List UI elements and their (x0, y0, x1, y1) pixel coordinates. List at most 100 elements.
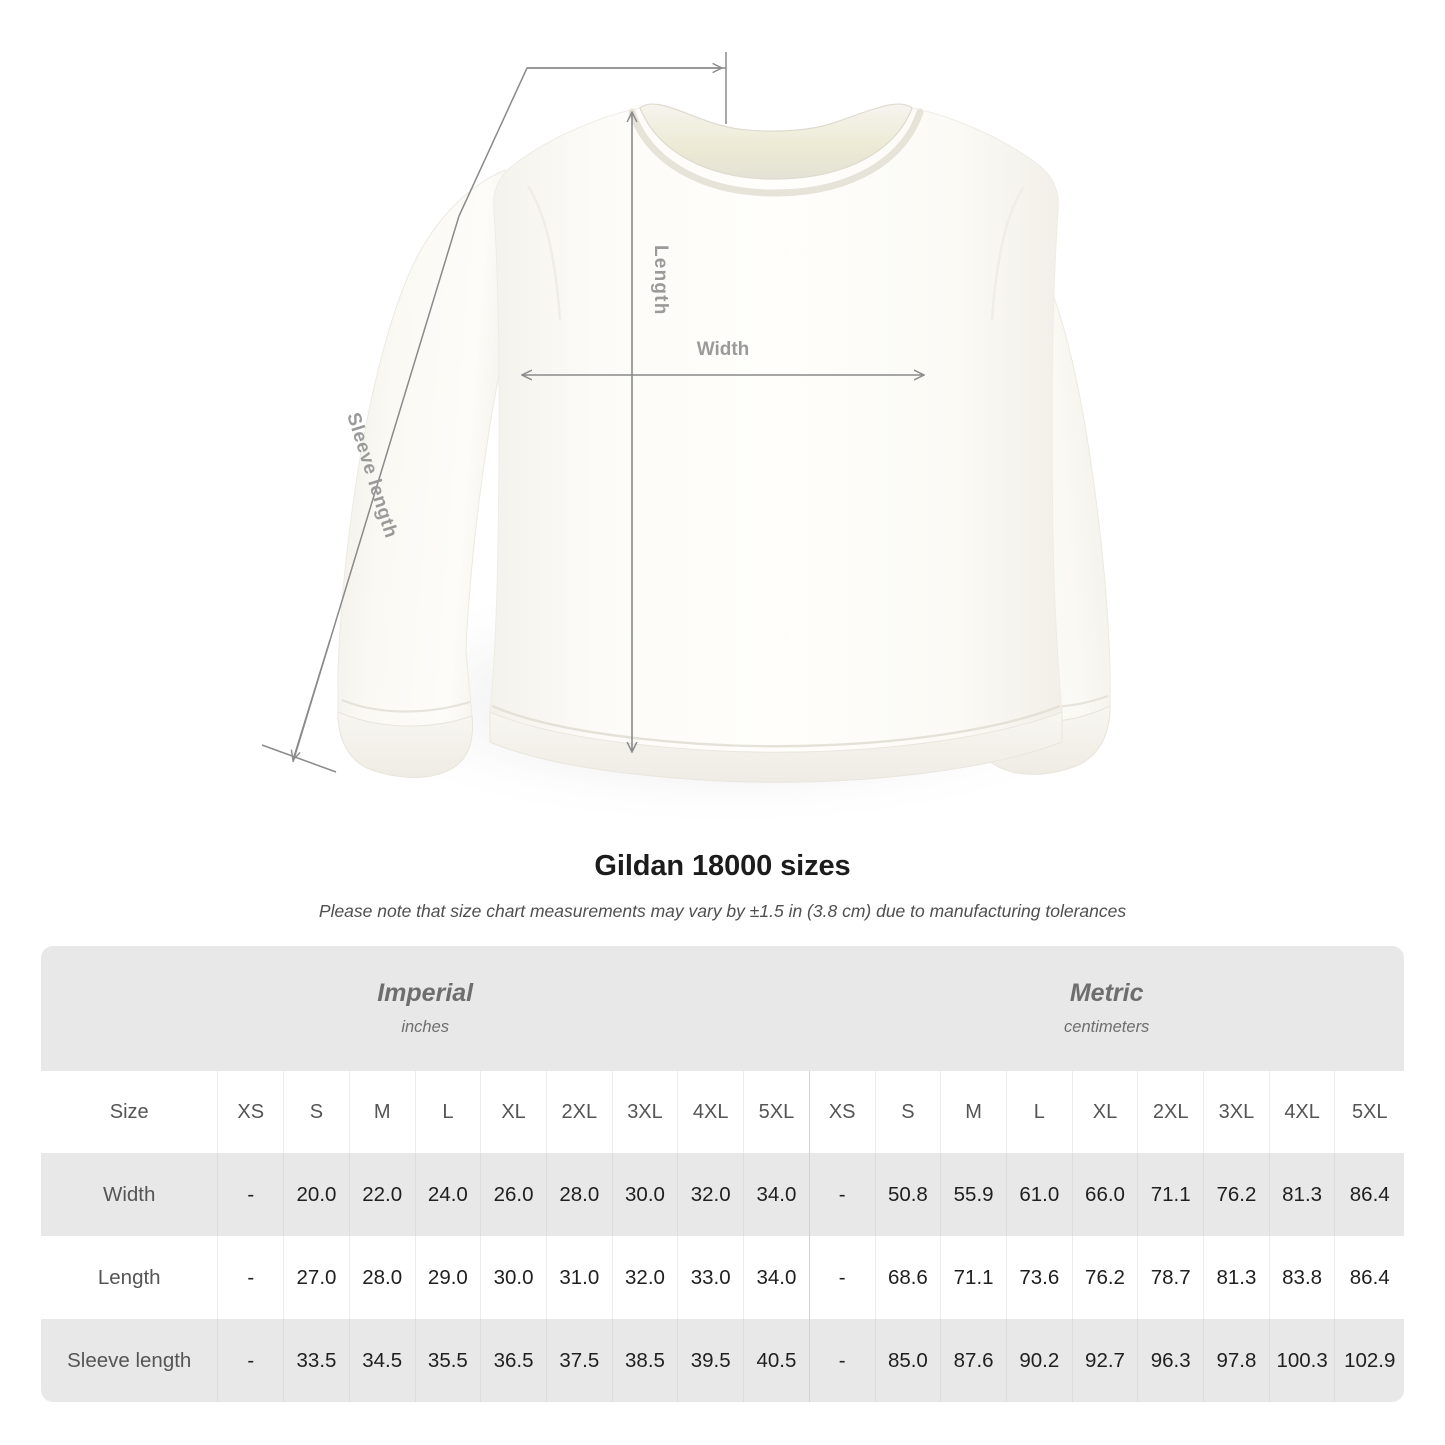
cell-width-metric-s: 50.8 (874, 1153, 941, 1236)
header-metric-xl: XL (1071, 1071, 1138, 1153)
cell-sleeve-imperial-s: 33.5 (283, 1319, 350, 1402)
cell-sleeve-metric-l: 90.2 (1005, 1319, 1073, 1402)
header-imperial-s: S (283, 1071, 350, 1153)
row-label-length: Length (41, 1236, 218, 1319)
cell-width-metric-2xl: 71.1 (1137, 1153, 1204, 1236)
metric-subtitle: centimeters (1064, 1018, 1150, 1036)
cell-width-imperial-5xl: 34.0 (743, 1153, 810, 1236)
garment-illustration: Length Width Sleeve length (261, 52, 1150, 830)
header-imperial-3xl: 3XL (611, 1071, 678, 1153)
cell-sleeve-imperial-5xl: 40.5 (743, 1319, 810, 1402)
cell-length-imperial-2xl: 31.0 (545, 1236, 613, 1319)
imperial-title: Imperial (377, 979, 474, 1007)
size-table-container: Imperial inches Metric centimeters Size … (41, 946, 1404, 1402)
cell-sleeve-metric-xl: 92.7 (1071, 1319, 1138, 1402)
cell-length-metric-2xl: 78.7 (1137, 1236, 1204, 1319)
cell-length-metric-s: 68.6 (874, 1236, 941, 1319)
cell-length-imperial-4xl: 33.0 (677, 1236, 744, 1319)
cell-length-metric-4xl: 83.8 (1268, 1236, 1335, 1319)
cell-sleeve-imperial-4xl: 39.5 (677, 1319, 744, 1402)
length-measure-label: Length (650, 245, 671, 316)
table-row-width: Width - 20.0 22.0 24.0 26.0 28.0 30.0 32… (41, 1153, 1404, 1236)
cell-sleeve-metric-s: 85.0 (874, 1319, 941, 1402)
sleeve-baseline-tick (261, 744, 337, 773)
header-metric-m: M (940, 1071, 1007, 1153)
header-imperial-l: L (414, 1071, 481, 1153)
cell-sleeve-metric-4xl: 100.3 (1268, 1319, 1335, 1402)
cell-sleeve-metric-2xl: 96.3 (1137, 1319, 1204, 1402)
cell-width-metric-3xl: 76.2 (1203, 1153, 1270, 1236)
page-title: Gildan 18000 sizes (594, 850, 851, 882)
cell-sleeve-imperial-3xl: 38.5 (611, 1319, 678, 1402)
cell-width-metric-l: 61.0 (1005, 1153, 1073, 1236)
cell-width-metric-5xl: 86.4 (1334, 1153, 1404, 1236)
header-imperial-m: M (348, 1071, 416, 1153)
sweatshirt-body (489, 107, 1063, 783)
cell-sleeve-imperial-l: 35.5 (414, 1319, 481, 1402)
cell-length-imperial-m: 28.0 (348, 1236, 416, 1319)
imperial-banner-cell: Imperial inches (41, 946, 810, 1071)
size-header-row: Size XS S M L XL 2XL 3XL 4XL 5XL XS S M … (41, 1071, 1404, 1153)
cell-width-metric-4xl: 81.3 (1268, 1153, 1335, 1236)
header-metric-xs: XS (808, 1071, 876, 1153)
header-imperial-2xl: 2XL (545, 1071, 613, 1153)
cell-width-imperial-s: 20.0 (283, 1153, 350, 1236)
header-metric-s: S (874, 1071, 941, 1153)
cell-width-imperial-2xl: 28.0 (545, 1153, 613, 1236)
size-table: Imperial inches Metric centimeters Size … (41, 946, 1404, 1402)
collar-inner (639, 103, 913, 180)
cell-sleeve-imperial-xs: - (217, 1319, 284, 1402)
cell-length-metric-xs: - (808, 1236, 876, 1319)
cell-length-imperial-5xl: 34.0 (743, 1236, 810, 1319)
metric-title: Metric (1069, 979, 1144, 1007)
left-shoulder-seam (526, 185, 562, 321)
width-measure-label: Width (697, 339, 750, 360)
collar-rib (628, 108, 924, 197)
cell-length-metric-3xl: 81.3 (1203, 1236, 1270, 1319)
left-cuff (337, 711, 473, 778)
header-imperial-5xl: 5XL (743, 1071, 810, 1153)
cell-length-imperial-s: 27.0 (283, 1236, 350, 1319)
sleeve-end-arrow (293, 639, 331, 760)
cell-width-imperial-4xl: 32.0 (677, 1153, 744, 1236)
header-size-label: Size (41, 1071, 218, 1153)
cell-sleeve-metric-3xl: 97.8 (1203, 1319, 1270, 1402)
cell-length-metric-xl: 76.2 (1071, 1236, 1138, 1319)
table-row-sleeve-length: Sleeve length - 33.5 34.5 35.5 36.5 37.5… (41, 1319, 1404, 1402)
cell-sleeve-imperial-m: 34.5 (348, 1319, 416, 1402)
cell-length-imperial-3xl: 32.0 (611, 1236, 678, 1319)
cell-width-imperial-l: 24.0 (414, 1153, 481, 1236)
left-cuff-seam (341, 698, 471, 713)
header-imperial-xs: XS (217, 1071, 284, 1153)
right-shoulder-seam (990, 185, 1026, 321)
header-imperial-4xl: 4XL (677, 1071, 744, 1153)
cell-sleeve-metric-m: 87.6 (940, 1319, 1007, 1402)
cell-length-metric-5xl: 86.4 (1334, 1236, 1404, 1319)
row-label-width: Width (41, 1153, 218, 1236)
unit-banner-row: Imperial inches Metric centimeters (41, 946, 1404, 1071)
cell-length-metric-m: 71.1 (940, 1236, 1007, 1319)
header-metric-4xl: 4XL (1268, 1071, 1335, 1153)
header-metric-l: L (1005, 1071, 1073, 1153)
cell-sleeve-metric-xs: - (808, 1319, 876, 1402)
cell-width-metric-xs: - (808, 1153, 876, 1236)
cell-sleeve-metric-5xl: 102.9 (1334, 1319, 1404, 1402)
row-label-sleeve-length: Sleeve length (41, 1319, 218, 1402)
header-metric-2xl: 2XL (1137, 1071, 1204, 1153)
body-hem (489, 711, 1063, 783)
header-metric-3xl: 3XL (1203, 1071, 1270, 1153)
hem-seam (491, 704, 1061, 748)
header-imperial-xl: XL (480, 1071, 547, 1153)
sweatshirt-diagram: Length Width Sleeve length (261, 52, 1150, 830)
cell-width-metric-m: 55.9 (940, 1153, 1007, 1236)
metric-banner-cell: Metric centimeters (809, 946, 1404, 1071)
cell-width-metric-xl: 66.0 (1071, 1153, 1138, 1236)
cell-sleeve-imperial-xl: 36.5 (480, 1319, 547, 1402)
imperial-subtitle: inches (401, 1018, 450, 1036)
cell-width-imperial-3xl: 30.0 (611, 1153, 678, 1236)
header-metric-5xl: 5XL (1334, 1071, 1404, 1153)
table-row-length: Length - 27.0 28.0 29.0 30.0 31.0 32.0 3… (41, 1236, 1404, 1319)
cell-sleeve-imperial-2xl: 37.5 (545, 1319, 613, 1402)
cell-width-imperial-xl: 26.0 (480, 1153, 547, 1236)
